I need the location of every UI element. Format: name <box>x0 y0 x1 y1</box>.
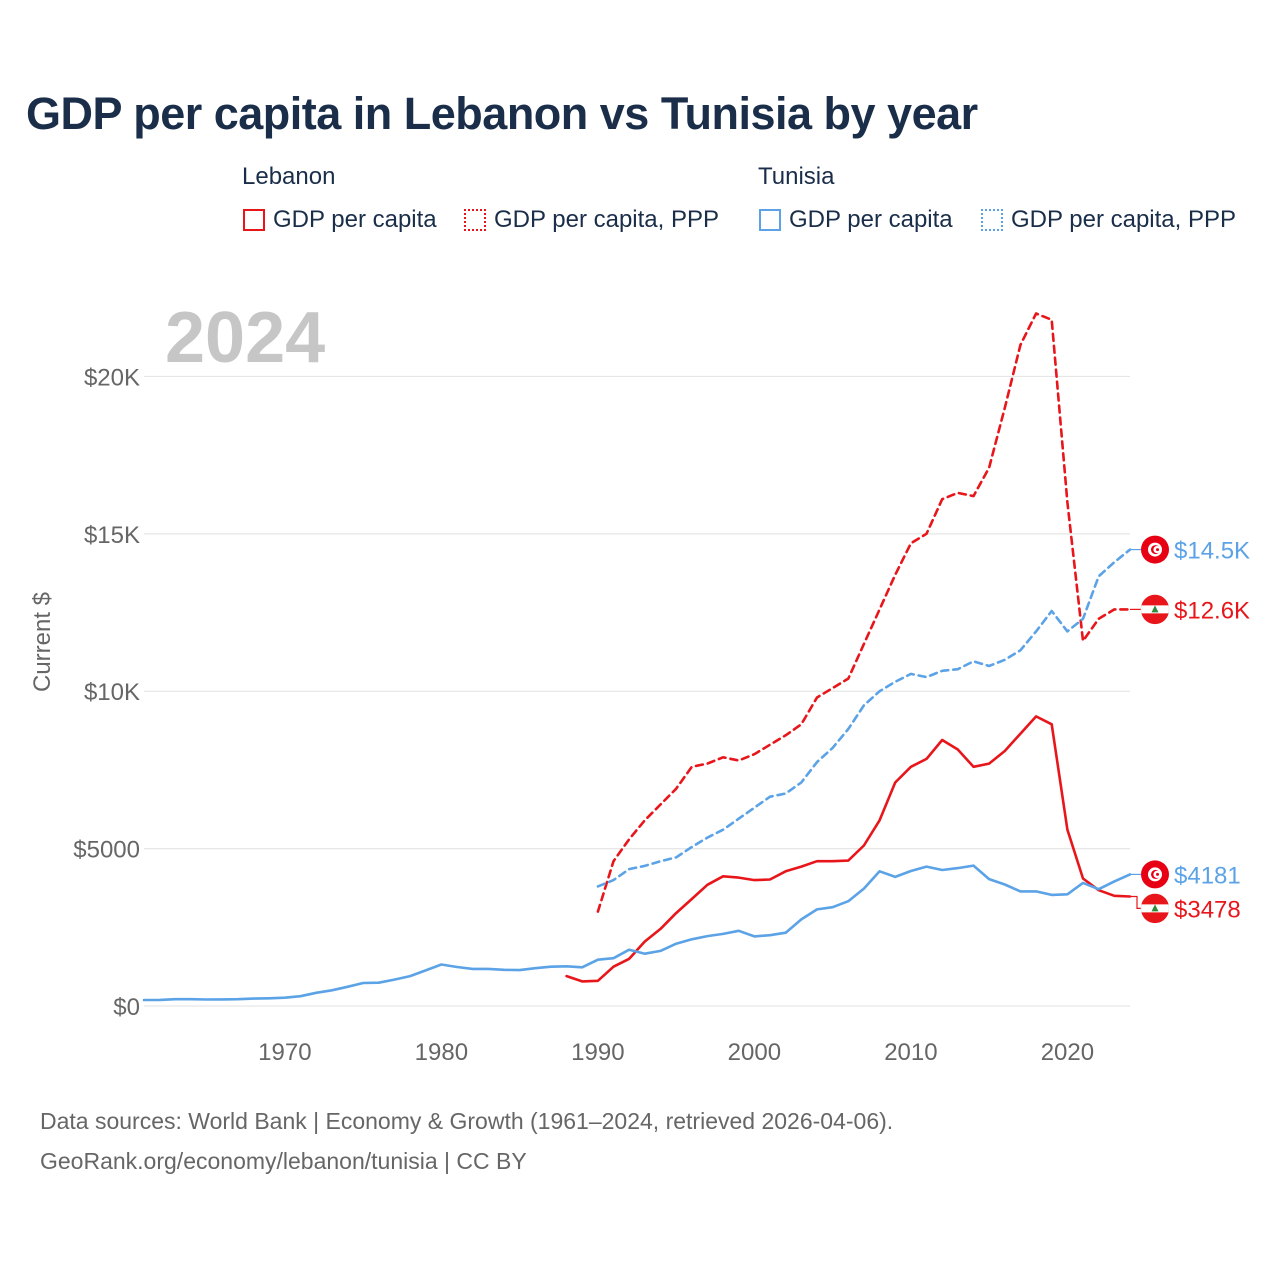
end-label-leader <box>1130 895 1141 909</box>
footer-sources: Data sources: World Bank | Economy & Gro… <box>40 1108 894 1134</box>
x-tick-label: 2020 <box>1041 1039 1094 1066</box>
series-lines <box>142 312 1132 1002</box>
legend-group-tunisia: Tunisia <box>758 163 835 190</box>
y-axis-ticks: $0 $5000 $10K $15K $20K <box>73 364 140 1021</box>
line-chart: 2024 $0 $5000 $10K $15K $20K 1970 1980 1990 200… <box>29 298 1250 1066</box>
legend-item-lebanon-gdp-ppp[interactable]: GDP per capita, PPP <box>464 206 719 234</box>
tunisia-flag-icon <box>1141 860 1169 889</box>
series-line-tunisia-gdp-per-capita-ppp <box>596 548 1132 888</box>
lebanon-flag-icon <box>1140 594 1170 625</box>
legend-item-tunisia-gdp[interactable]: GDP per capita <box>759 206 953 234</box>
legend-item-tunisia-gdp-ppp[interactable]: GDP per capita, PPP <box>981 206 1236 234</box>
x-tick-label: 1980 <box>415 1039 468 1066</box>
legend-label: GDP per capita <box>789 206 953 233</box>
x-tick-label: 1970 <box>258 1039 311 1066</box>
year-watermark: 2024 <box>165 298 325 378</box>
x-tick-label: 2000 <box>728 1039 781 1066</box>
legend-swatch-solid-icon <box>243 209 265 231</box>
series-line-lebanon-gdp-per-capita-ppp <box>596 312 1132 913</box>
footer-link[interactable]: GeoRank.org/economy/lebanon/tunisia | CC… <box>40 1148 527 1174</box>
legend-label: GDP per capita, PPP <box>1011 206 1236 233</box>
legend-label: GDP per capita, PPP <box>494 206 719 233</box>
end-labels: $14.5K $12.6K $4181 $3478 <box>1130 535 1250 924</box>
series-line-lebanon-gdp-per-capita <box>565 715 1132 983</box>
x-axis-ticks: 1970 1980 1990 2000 2010 2020 <box>258 1039 1094 1066</box>
legend-swatch-dotted-icon <box>981 209 1003 231</box>
legend-group-lebanon: Lebanon <box>242 163 336 190</box>
legend-label: GDP per capita <box>273 206 437 233</box>
series-line-tunisia-gdp-per-capita <box>142 864 1132 1002</box>
x-tick-label: 2010 <box>884 1039 937 1066</box>
legend-swatch-dotted-icon <box>464 209 486 231</box>
legend-item-lebanon-gdp[interactable]: GDP per capita <box>243 206 437 234</box>
y-tick-label: $20K <box>84 364 140 391</box>
y-tick-label: $5000 <box>73 837 140 864</box>
y-axis-label: Current $ <box>29 592 56 692</box>
grid-lines <box>144 375 1130 1007</box>
tunisia-flag-icon <box>1141 535 1169 564</box>
end-value-label: $12.6K <box>1174 597 1250 624</box>
y-tick-label: $10K <box>84 679 140 706</box>
end-value-label: $3478 <box>1174 896 1241 923</box>
chart-title: GDP per capita in Lebanon vs Tunisia by … <box>26 88 978 139</box>
y-tick-label: $15K <box>84 522 140 549</box>
legend-swatch-solid-icon <box>759 209 781 231</box>
lebanon-flag-icon <box>1140 893 1170 924</box>
y-tick-label: $0 <box>113 994 140 1021</box>
end-value-label: $14.5K <box>1174 538 1250 565</box>
x-tick-label: 1990 <box>571 1039 624 1066</box>
end-value-label: $4181 <box>1174 862 1241 889</box>
